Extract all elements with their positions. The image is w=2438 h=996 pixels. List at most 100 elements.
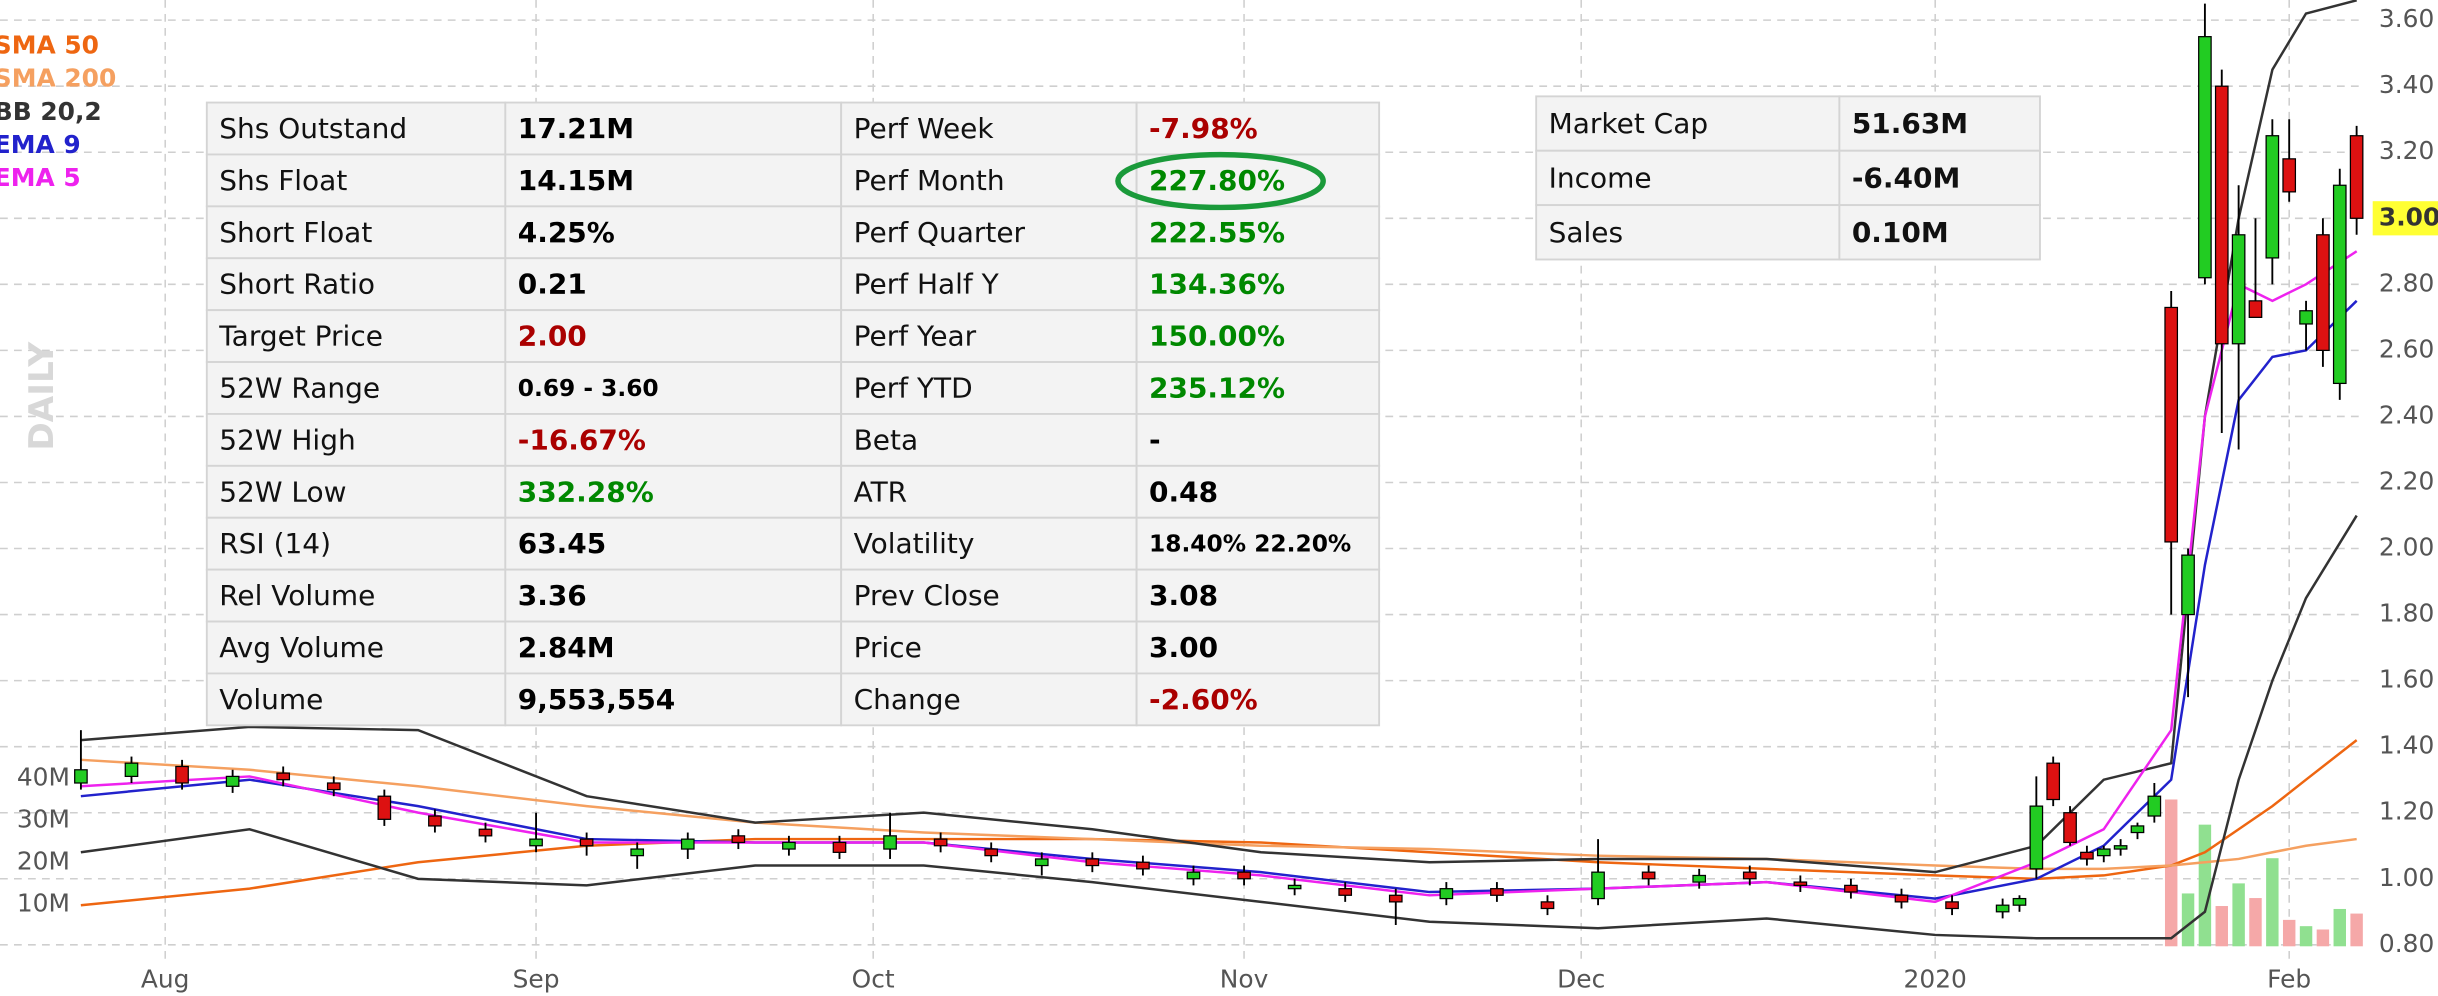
table-value: 9,553,554: [518, 683, 676, 716]
candle-body: [124, 762, 139, 778]
volume-bar: [2215, 906, 2228, 947]
table-label: Perf Week: [854, 112, 995, 145]
x-tick-label: Sep: [513, 964, 560, 993]
table-cell: [840, 413, 1138, 467]
table-value: 227.80%: [1149, 164, 1285, 197]
table-label: Perf YTD: [854, 372, 973, 405]
table-cell: [205, 257, 507, 312]
candle-body: [326, 782, 341, 791]
watermark: DAILY: [22, 341, 62, 451]
table-cell: [1135, 672, 1381, 727]
table-cell: [1838, 95, 2041, 152]
table-value: 3.08: [1149, 579, 1218, 612]
y-tick-label: 2.20: [2379, 466, 2434, 495]
candle-body: [1085, 858, 1100, 867]
table-cell: [840, 205, 1138, 260]
table-label: RSI (14): [219, 527, 331, 560]
candle-body: [933, 838, 948, 847]
y-tick-label: 1.20: [2379, 797, 2434, 826]
volume-bar: [2316, 929, 2330, 947]
y-tick-label: 3.40: [2379, 70, 2434, 99]
candle-body: [2147, 795, 2162, 817]
y2-tick-label: 10M: [17, 888, 70, 917]
volume-bar: [2181, 893, 2195, 947]
indicator-line: [80, 758, 2357, 871]
candle-body: [731, 835, 746, 844]
volume-bar: [2198, 824, 2212, 947]
candle-body: [1186, 871, 1201, 880]
table-label: Market Cap: [1549, 107, 1709, 140]
volume-bar: [2299, 926, 2313, 947]
y-tick-label: 3.20: [2379, 136, 2434, 165]
x-tick-label: Oct: [852, 964, 895, 993]
table-value: 3.36: [518, 579, 587, 612]
table-cell: [1535, 204, 1841, 261]
table-value: 332.28%: [518, 475, 654, 508]
candle-body: [1237, 871, 1251, 880]
table-cell: [1135, 361, 1381, 415]
table-value: 2.84M: [518, 631, 615, 664]
x-tick-label: 2020: [1904, 964, 1967, 993]
table-value: 18.40% 22.20%: [1149, 531, 1351, 558]
table-cell: [840, 464, 1138, 519]
table-label: Short Float: [219, 216, 372, 249]
table-value: -16.67%: [518, 423, 646, 456]
table-cell: [205, 620, 507, 675]
y-tick-label: 1.60: [2379, 665, 2434, 694]
y-tick-label: 0.80: [2379, 929, 2434, 958]
table-value: 235.12%: [1149, 372, 1285, 405]
table-cell: [1838, 149, 2041, 207]
candle-body: [782, 841, 796, 850]
table-value: 17.21M: [518, 112, 634, 145]
candle-body: [2080, 851, 2094, 860]
x-tick-label: Nov: [1220, 964, 1269, 993]
volume-bar: [2350, 913, 2363, 947]
table-value: 51.63M: [1852, 107, 1968, 140]
table-label: Rel Volume: [219, 579, 375, 612]
table-cell: [1135, 413, 1381, 467]
candle-body: [883, 835, 897, 850]
table-label: Perf Year: [854, 320, 977, 353]
table-cell: [1135, 101, 1381, 156]
table-label: Avg Volume: [219, 631, 384, 664]
table-value: -: [1149, 423, 1161, 456]
price-marker-label: 3.00: [2379, 202, 2438, 231]
table-label: 52W High: [219, 423, 355, 456]
band-lower: [80, 514, 2358, 940]
table-value: -6.40M: [1852, 161, 1960, 194]
candle-body: [2349, 135, 2364, 219]
y-tick-label: 2.00: [2379, 533, 2434, 562]
table-cell: [205, 413, 507, 467]
table-value: 150.00%: [1149, 320, 1285, 353]
candle-body: [2265, 135, 2280, 259]
table-value: -7.98%: [1149, 112, 1258, 145]
candle-body: [377, 795, 392, 820]
table-cell: [840, 568, 1138, 623]
x-tick-label: Feb: [2267, 964, 2311, 993]
table-cell: [504, 620, 843, 675]
volume-bar: [2164, 799, 2178, 947]
y-tick-label: 2.40: [2379, 400, 2434, 429]
table-label: Perf Quarter: [854, 216, 1026, 249]
table-label: Beta: [854, 423, 919, 456]
candle-body: [2063, 812, 2077, 844]
candle-body: [2248, 300, 2263, 318]
candle-body: [1641, 871, 1656, 880]
legend: SMA 50 SMA 200 BB 20,2 EMA 9 EMA 5: [0, 31, 116, 192]
candle-body: [2214, 85, 2229, 345]
candle-body: [2181, 554, 2195, 616]
candle-body: [1844, 884, 1858, 893]
table-label: 52W Low: [219, 475, 346, 508]
table-cell: [1135, 257, 1381, 312]
table-cell: [840, 309, 1138, 363]
table-label: Income: [1549, 161, 1652, 194]
candle-body: [1287, 884, 1302, 890]
highlight-ellipse: [1115, 151, 1326, 211]
candle-body: [74, 769, 88, 784]
table-cell: [1535, 95, 1841, 152]
indicator-line: [80, 739, 2358, 907]
table-value: 222.55%: [1149, 216, 1285, 249]
legend-entry: SMA 50: [0, 31, 99, 60]
table-value: 0.21: [518, 268, 587, 301]
table-value: 3.00: [1149, 631, 1218, 664]
